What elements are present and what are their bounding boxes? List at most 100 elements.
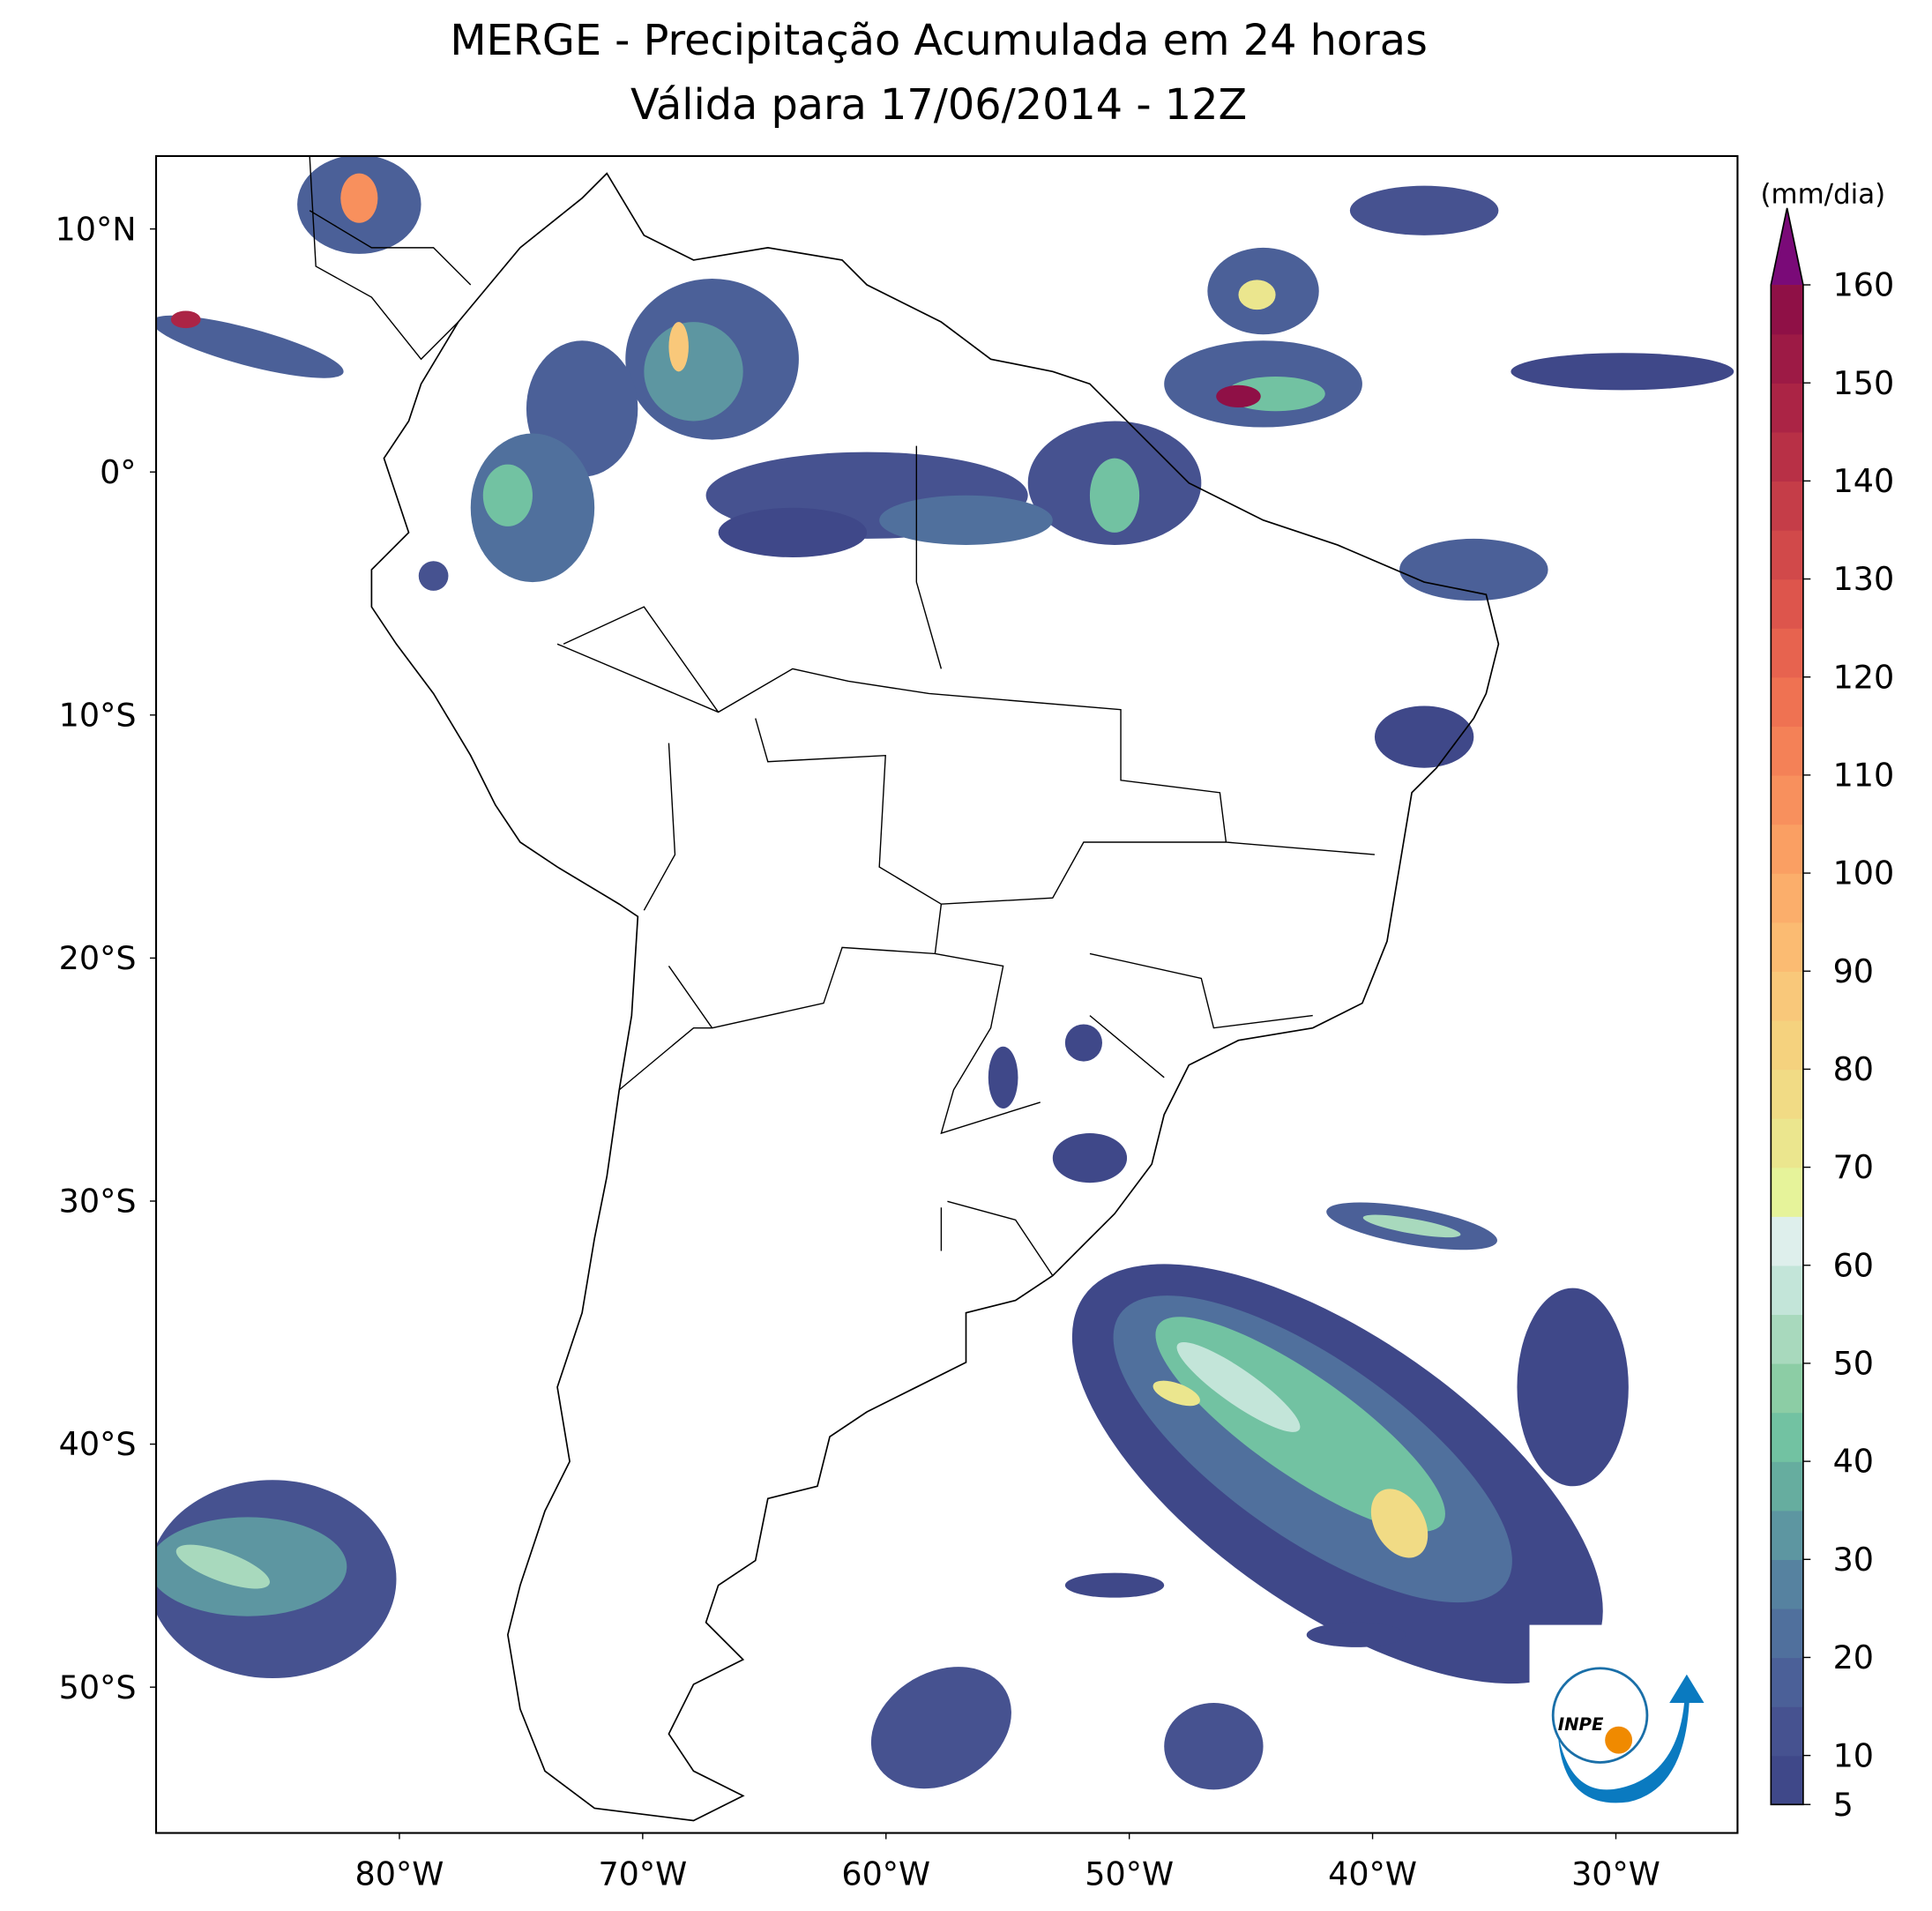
precipitation-area [418,561,449,591]
colorbar-band [1771,1461,1803,1512]
y-tick-label: 10°S [59,696,137,734]
colorbar-band [1771,922,1803,972]
coastline [370,172,1500,1822]
x-tick-label: 80°W [355,1855,444,1893]
colorbar-band [1771,383,1803,433]
colorbar-band [1771,1608,1803,1659]
colorbar-label: (mm/dia) [1760,178,1885,210]
colorbar-tick-label: 100 [1833,855,1895,892]
precipitation-area [1176,1341,1301,1432]
colorbar-band [1771,824,1803,874]
colorbar-band [1771,726,1803,776]
logo-dot [1605,1726,1633,1754]
colorbar-band [1771,529,1803,580]
colorbar-band [1771,1755,1803,1805]
colorbar-tick-label: 120 [1833,658,1895,696]
colorbar-band [1771,333,1803,384]
precipitation-area [1511,353,1734,391]
colorbar-band [1771,1362,1803,1414]
y-tick-label: 30°S [59,1183,137,1221]
precipitation-area [1306,1622,1406,1647]
colorbar-tick-label: 60 [1833,1246,1874,1284]
colorbar-band [1771,1510,1803,1560]
colorbar-band [1771,1117,1803,1168]
x-tick-label: 70°W [598,1855,687,1893]
colorbar-tick-label: 50 [1833,1345,1874,1383]
logo-text: INPE [1558,1714,1604,1735]
colorbar-tick-label: 160 [1833,266,1895,304]
colorbar-band [1771,1216,1803,1266]
precipitation-area [156,315,344,378]
precipitation-area [1152,1380,1200,1407]
colorbar-tick-label: 70 [1833,1148,1874,1186]
colorbar-tick-label: 110 [1833,757,1895,795]
colorbar-band [1771,873,1803,923]
colorbar-band [1771,431,1803,482]
precipitation-area [482,464,533,526]
precipitation-area [1374,705,1474,768]
x-tick-label: 30°W [1571,1855,1660,1893]
colorbar-band [1771,1265,1803,1316]
colorbar-tick-label: 130 [1833,560,1895,598]
y-tick-label: 10°N [56,210,137,248]
colorbar-band [1771,1657,1803,1707]
colorbar-band [1771,481,1803,531]
colorbar-band [1771,1559,1803,1609]
precipitation-layer [156,155,1734,1790]
colorbar-tick-label: 140 [1833,462,1895,500]
borders [556,445,1376,1276]
x-tick-label: 60°W [841,1855,930,1893]
colorbar-band [1771,1019,1803,1071]
precipitation-area [1238,280,1276,310]
x-tick-label: 40°W [1328,1855,1417,1893]
y-tick-label: 20°S [59,939,137,977]
precipitation-area [1517,1288,1629,1487]
precipitation-area [175,1544,270,1589]
precipitation-area [1089,458,1140,533]
colorbar-band [1771,628,1803,678]
precipitation-area [1370,1489,1428,1558]
colorbar-band [1771,1314,1803,1364]
precipitation-area [1052,1133,1128,1183]
colorbar-band [1771,1069,1803,1119]
logo: INPE [1529,1624,1734,1824]
colorbar-band [1771,1706,1803,1757]
precipitation-area [1164,1703,1264,1790]
colorbar-band [1771,1412,1803,1462]
subtitle: Válida para 17/06/2014 - 12Z [630,81,1247,130]
precipitation-area [668,322,689,372]
colorbar-tick-label: 10 [1833,1736,1874,1774]
precipitation-area [1362,1214,1461,1238]
colorbar-band [1771,285,1803,335]
precipitation-area [340,173,378,223]
colorbar-tick-label: 90 [1833,952,1874,990]
colorbar-tick-label: 20 [1833,1639,1874,1676]
colorbar-band [1771,579,1803,629]
colorbar-band [1771,1167,1803,1217]
map-frame [154,154,1739,1834]
colorbar-tick-label: 80 [1833,1050,1874,1088]
central-america [309,155,472,361]
precipitation-area [870,1667,1011,1789]
precipitation-area [988,1046,1018,1109]
colorbar-tick-label: 40 [1833,1443,1874,1481]
colorbar-tick-label: 30 [1833,1541,1874,1579]
logo-ring [1551,1667,1649,1764]
colorbar-tick-label: 5 [1833,1786,1854,1824]
precipitation-area [718,507,868,557]
precipitation-area [1064,1024,1102,1062]
x-tick-label: 50°W [1085,1855,1174,1893]
colorbar-tick-label: 150 [1833,364,1895,402]
precipitation-area [1216,384,1261,408]
y-tick-label: 40°S [59,1425,137,1463]
logo-arrow [1557,1674,1704,1803]
colorbar-outline [1770,207,1804,1806]
y-tick-label: 50°S [59,1668,137,1706]
precipitation-area [1349,185,1499,235]
precipitation-area [170,310,201,329]
y-tick-label: 0° [100,453,136,491]
precipitation-area [1064,1572,1165,1598]
colorbar-band [1771,971,1803,1021]
